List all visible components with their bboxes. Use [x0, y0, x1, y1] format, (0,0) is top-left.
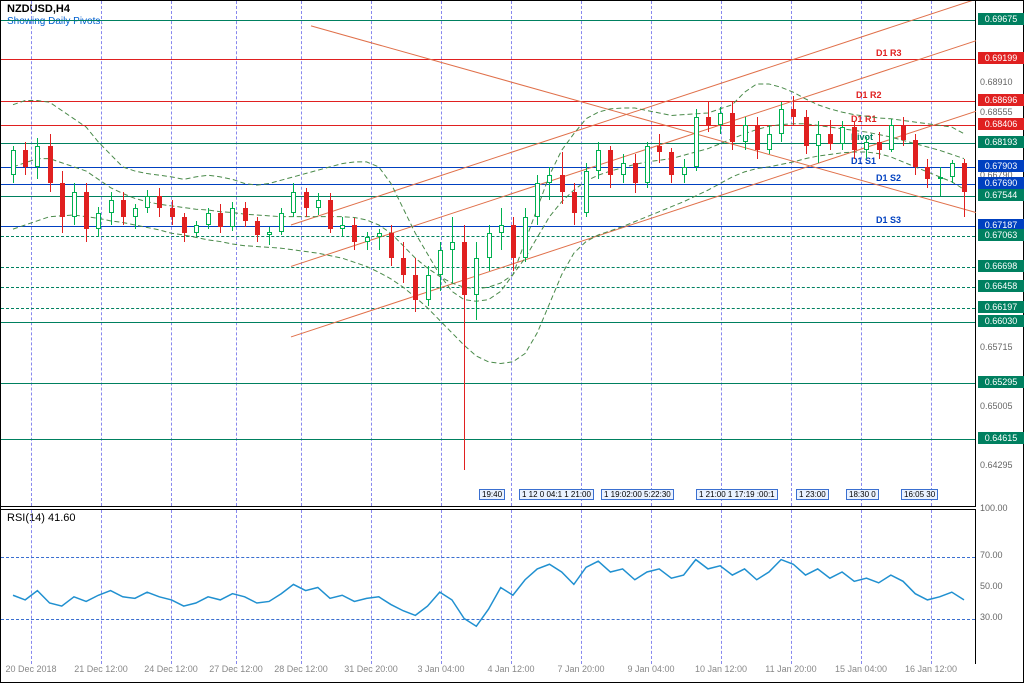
y-tick: 0.65005: [978, 401, 1023, 411]
y-tick-level: 0.68696: [978, 94, 1024, 106]
grid-vertical: [931, 1, 932, 506]
grid-vertical: [651, 1, 652, 506]
y-tick: 0.64295: [978, 460, 1023, 470]
grid-vertical: [236, 510, 237, 664]
y-tick-level: 0.66458: [978, 280, 1024, 292]
grid-vertical: [236, 1, 237, 506]
rsi-svg: [1, 510, 976, 665]
x-axis-label: 9 Jan 04:00: [627, 664, 674, 674]
annotation-box: 18:30 0: [846, 489, 879, 500]
x-axis-label: 31 Dec 20:00: [344, 664, 398, 674]
x-axis-label: 10 Jan 12:00: [695, 664, 747, 674]
x-axis-label: 11 Jan 20:00: [765, 664, 816, 674]
grid-vertical: [581, 1, 582, 506]
annotation-box: 1 19:02:00 5:22:30: [601, 489, 674, 500]
main-price-chart[interactable]: NZDUSD,H4 Showing Daily Pivots. D1 R3 D1 …: [1, 1, 976, 507]
annotation-box: 1 12 0 04:1 1 21:00: [519, 489, 594, 500]
grid-vertical: [31, 1, 32, 506]
grid-vertical: [101, 510, 102, 664]
pivot-label: D1 S3: [876, 215, 901, 225]
grid-vertical: [301, 1, 302, 506]
price-level-line: [1, 308, 975, 309]
y-tick-level: 0.67544: [978, 189, 1024, 201]
rsi-level-line: [1, 619, 975, 620]
x-axis-label: 28 Dec 12:00: [274, 664, 328, 674]
price-level-line: [1, 184, 975, 185]
grid-vertical: [581, 510, 582, 664]
grid-vertical: [791, 510, 792, 664]
rsi-level-line: [1, 557, 975, 558]
rsi-y-tick: 30.00: [978, 612, 1023, 622]
annotation-box: 1 21:00 1 17:19 :00:1: [696, 489, 778, 500]
y-tick: 0.65715: [978, 342, 1023, 352]
x-axis-label: 3 Jan 04:00: [417, 664, 464, 674]
grid-vertical: [791, 1, 792, 506]
grid-vertical: [441, 510, 442, 664]
grid-vertical: [861, 510, 862, 664]
grid-vertical: [171, 510, 172, 664]
y-tick-level: 0.65295: [978, 376, 1024, 388]
price-level-line: [1, 20, 975, 21]
x-axis-label: 4 Jan 12:00: [487, 664, 534, 674]
x-axis-label: 24 Dec 12:00: [144, 664, 198, 674]
price-level-line: [1, 59, 975, 60]
price-level-line: [1, 167, 975, 168]
grid-vertical: [651, 510, 652, 664]
grid-vertical: [931, 510, 932, 664]
y-tick-level: 0.64615: [978, 432, 1024, 444]
y-tick: 0.68910: [978, 77, 1023, 87]
pivot-label: D1 S2: [876, 173, 901, 183]
pivot-label: D1 R3: [876, 48, 902, 58]
x-axis-label: 27 Dec 12:00: [209, 664, 263, 674]
y-tick-level: 0.66030: [978, 315, 1024, 327]
annotation-box: 19:40: [479, 489, 505, 500]
grid-vertical: [511, 510, 512, 664]
y-tick-level: 0.69199: [978, 52, 1024, 64]
rsi-y-tick: 100.00: [978, 503, 1023, 513]
annotation-box: 1 23:00: [796, 489, 829, 500]
price-level-line: [1, 287, 975, 288]
rsi-title: RSI(14) 41.60: [7, 512, 75, 524]
grid-vertical: [171, 1, 172, 506]
rsi-y-tick: 70.00: [978, 550, 1023, 560]
grid-vertical: [721, 1, 722, 506]
main-y-axis: 0.689100.685550.667900.657150.650050.642…: [976, 1, 1024, 507]
grid-vertical: [721, 510, 722, 664]
x-axis-label: 15 Jan 04:00: [835, 664, 887, 674]
x-axis-label: 7 Jan 20:00: [557, 664, 604, 674]
annotation-box: 16:05 30: [901, 489, 938, 500]
y-tick-level: 0.69675: [978, 13, 1024, 25]
y-tick-level: 0.67690: [978, 177, 1024, 189]
grid-vertical: [301, 510, 302, 664]
y-tick: 0.68555: [978, 107, 1023, 117]
price-level-line: [1, 322, 975, 323]
rsi-y-axis: 100.0070.0050.0030.00: [976, 509, 1024, 664]
rsi-y-tick: 50.00: [978, 581, 1023, 591]
y-tick-level: 0.66698: [978, 260, 1024, 272]
price-level-line: [1, 383, 975, 384]
chart-container: NZDUSD,H4 Showing Daily Pivots. D1 R3 D1 …: [0, 0, 1024, 683]
y-tick-level: 0.66197: [978, 301, 1024, 313]
y-tick-level: 0.67063: [978, 229, 1024, 241]
grid-vertical: [861, 1, 862, 506]
chart-title: NZDUSD,H4: [7, 3, 70, 15]
pivot-label: D1 R2: [856, 90, 882, 100]
y-tick-level: 0.68406: [978, 118, 1024, 130]
x-axis-label: 20 Dec 2018: [5, 664, 56, 674]
y-tick-level: 0.67903: [978, 160, 1024, 172]
x-axis-label: 16 Jan 12:00: [905, 664, 957, 674]
x-axis-label: 21 Dec 12:00: [74, 664, 128, 674]
price-level-line: [1, 101, 975, 102]
rsi-indicator-chart[interactable]: RSI(14) 41.60: [1, 509, 976, 664]
grid-vertical: [371, 1, 372, 506]
price-level-line: [1, 439, 975, 440]
x-axis: 20 Dec 2018 21 Dec 12:00 24 Dec 12:00 27 De…: [1, 664, 976, 684]
grid-vertical: [101, 1, 102, 506]
chart-subtitle: Showing Daily Pivots.: [7, 16, 103, 27]
grid-vertical: [371, 510, 372, 664]
grid-vertical: [31, 510, 32, 664]
y-tick-level: 0.68193: [978, 136, 1024, 148]
